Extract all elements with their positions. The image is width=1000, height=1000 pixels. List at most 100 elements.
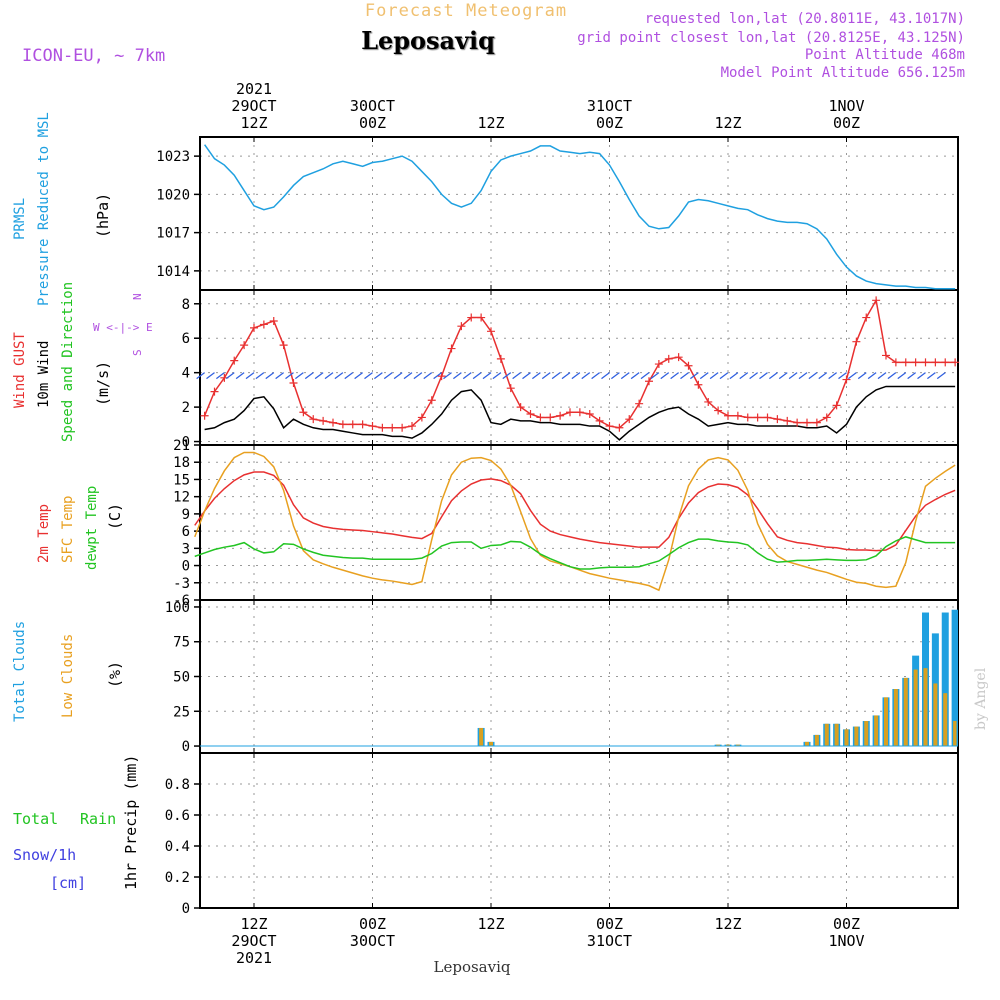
gust-marker bbox=[477, 313, 486, 322]
model-altitude: Model Point Altitude 656.125m bbox=[721, 65, 965, 81]
time-label: 1NOV bbox=[828, 932, 864, 950]
gust-marker bbox=[289, 379, 298, 387]
sfc-temp-label: SFC Temp bbox=[60, 496, 76, 563]
wind-direction-arrow bbox=[571, 372, 581, 380]
wind-direction-arrow bbox=[275, 372, 285, 380]
gust-marker bbox=[546, 413, 555, 422]
y-tick-label: 75 bbox=[173, 635, 190, 651]
rain-label: Rain bbox=[80, 810, 116, 828]
precip-panel-labels: Total Rain Snow/1h [cm] 1hr Precip (mm) bbox=[13, 755, 140, 892]
y-tick-label: -3 bbox=[173, 576, 190, 592]
panel-frame bbox=[199, 752, 959, 909]
location-title: Leposaviq bbox=[361, 26, 495, 55]
wind-direction-arrow bbox=[324, 372, 334, 380]
time-label: 2021 bbox=[236, 80, 272, 98]
wind-direction-arrow bbox=[285, 372, 294, 380]
panel-0: 1014 1017 1020 1023 bbox=[156, 136, 959, 291]
time-label: 12Z bbox=[714, 114, 741, 132]
gust-marker bbox=[556, 411, 565, 420]
gust-marker bbox=[516, 403, 525, 412]
gust-marker bbox=[654, 360, 663, 369]
wind-direction-arrow bbox=[788, 372, 798, 380]
gust-marker bbox=[566, 408, 574, 417]
gust-marker bbox=[605, 422, 614, 431]
wind-direction-arrow bbox=[482, 372, 492, 380]
time-label: 1NOV bbox=[828, 97, 864, 115]
speed-direction-label: Speed and Direction bbox=[60, 282, 76, 442]
wind-direction-arrow bbox=[601, 372, 610, 380]
wind-direction-arrow bbox=[680, 372, 689, 380]
y-tick-label: 2 bbox=[182, 400, 190, 416]
panel-1: 0 2 4 6 8 bbox=[182, 289, 959, 451]
wind-direction-arrow bbox=[729, 372, 739, 380]
wind-direction-arrow bbox=[522, 372, 531, 380]
time-label: 31OCT bbox=[587, 932, 632, 950]
wind-direction-arrow bbox=[364, 372, 373, 380]
gust-marker bbox=[852, 337, 861, 346]
wind-direction-arrow bbox=[235, 372, 245, 380]
temp2m-label: 2m Temp bbox=[36, 504, 52, 563]
wind-direction-arrow bbox=[857, 372, 867, 380]
time-label: 00Z bbox=[833, 915, 860, 933]
y-tick-label: 0 bbox=[182, 435, 190, 451]
gust-marker bbox=[901, 358, 910, 367]
gust-marker bbox=[269, 317, 278, 325]
wind-direction-arrow bbox=[818, 372, 828, 380]
gust-marker bbox=[398, 423, 407, 432]
low-cloud-bar bbox=[864, 721, 869, 747]
dewpt-label: dewpt Temp bbox=[84, 486, 100, 570]
total-cloud-bar bbox=[941, 612, 949, 747]
gust-marker bbox=[694, 380, 703, 389]
wind-direction-arrow bbox=[709, 372, 719, 380]
y-tick-label: 21 bbox=[173, 438, 190, 454]
gust-marker bbox=[931, 358, 940, 367]
prmsl-line bbox=[204, 144, 956, 290]
low-cloud-bar bbox=[884, 697, 888, 747]
y-tick-label: 0.4 bbox=[165, 839, 190, 855]
time-label: 12Z bbox=[240, 915, 267, 933]
low-cloud-bar bbox=[824, 723, 829, 747]
wind-direction-arrow bbox=[887, 372, 897, 380]
wind-direction-arrow bbox=[472, 372, 482, 380]
y-tick-label: 0.6 bbox=[165, 808, 190, 824]
low-cloud-bar bbox=[933, 683, 938, 747]
low-cloud-bar bbox=[943, 693, 948, 747]
time-label: 00Z bbox=[833, 114, 860, 132]
gust-marker bbox=[684, 361, 693, 370]
wind-direction-arrow bbox=[926, 372, 936, 380]
prmsl-long-label: Pressure Reduced to MSL bbox=[36, 112, 52, 306]
wind-label: 10m Wind bbox=[36, 341, 52, 408]
wind-direction-arrow bbox=[749, 372, 759, 380]
time-label: 00Z bbox=[359, 915, 386, 933]
time-label: 30OCT bbox=[350, 932, 395, 950]
wind-direction-arrow bbox=[502, 372, 512, 380]
total-label: Total bbox=[13, 810, 58, 828]
cloud-panel-labels: Total Clouds Low Clouds (%) bbox=[12, 621, 124, 722]
gust-marker bbox=[309, 415, 318, 424]
model-label: ICON-EU, ~ 7km bbox=[22, 46, 165, 66]
wind-direction-arrow bbox=[581, 372, 591, 380]
gust-marker bbox=[585, 410, 594, 418]
y-tick-label: 0 bbox=[182, 559, 190, 575]
wind-direction-arrow bbox=[561, 372, 571, 380]
wind-direction-arrow bbox=[739, 372, 749, 380]
gust-marker bbox=[210, 387, 219, 396]
precip-unit: 1hr Precip (mm) bbox=[122, 755, 140, 890]
gust-marker bbox=[240, 341, 249, 350]
y-tick-label: 12 bbox=[173, 490, 190, 506]
gust-marker bbox=[783, 416, 792, 425]
wind-direction-arrow bbox=[759, 372, 768, 380]
y-tick-label: 1014 bbox=[156, 264, 190, 280]
wind-direction-arrow bbox=[196, 372, 206, 380]
time-label: 31OCT bbox=[587, 97, 632, 115]
total-cloud-bar bbox=[951, 609, 958, 747]
gust-marker bbox=[714, 406, 723, 415]
cloud-unit: (%) bbox=[106, 661, 124, 688]
low-cloud-bar bbox=[726, 744, 730, 747]
pressure-panel-labels: PRMSL Pressure Reduced to MSL (hPa) bbox=[12, 112, 112, 306]
wind-direction-arrow bbox=[452, 372, 462, 380]
gust-marker bbox=[951, 358, 960, 367]
wind-direction-arrow bbox=[689, 372, 699, 380]
wind-direction-arrow bbox=[699, 372, 709, 380]
